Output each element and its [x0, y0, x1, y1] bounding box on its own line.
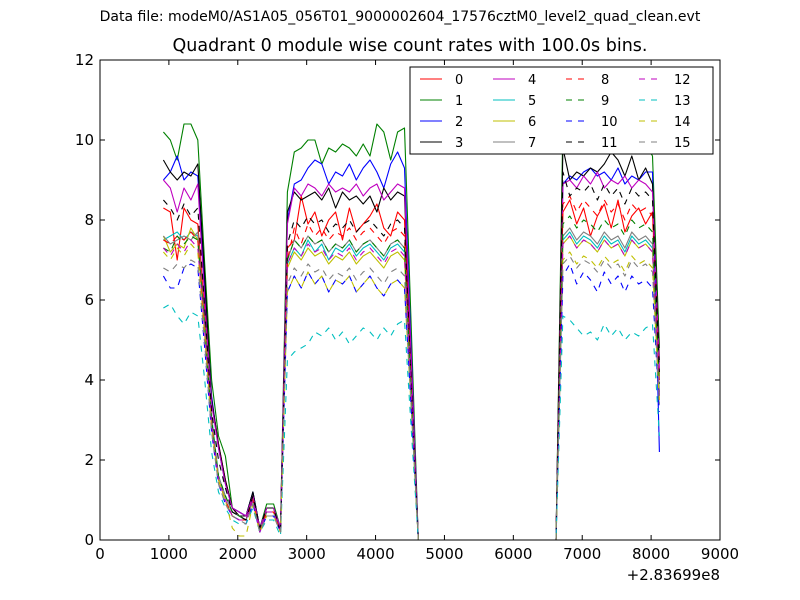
x-tick-label: 5000	[425, 545, 463, 563]
legend-label-8: 8	[601, 73, 609, 88]
y-tick-label: 4	[84, 371, 94, 389]
x-tick-label: 3000	[288, 545, 326, 563]
x-offset-label: +2.83699e8	[627, 566, 720, 584]
legend-label-14: 14	[674, 115, 691, 130]
figure-suptitle: Data file: modeM0/AS1A05_056T01_90000026…	[99, 9, 701, 25]
series-line-15	[163, 255, 660, 540]
y-tick-label: 0	[84, 531, 94, 549]
legend-label-7: 7	[528, 136, 536, 151]
series-line-14	[162, 243, 660, 540]
legend-label-4: 4	[528, 73, 536, 88]
series-line-1	[162, 123, 660, 540]
legend-label-3: 3	[455, 136, 463, 151]
series-line-12	[162, 235, 660, 540]
legend-label-1: 1	[455, 94, 463, 109]
x-tick-label: 4000	[356, 545, 394, 563]
series-line-2	[162, 151, 660, 540]
legend-label-13: 13	[674, 94, 691, 109]
legend-label-2: 2	[455, 115, 463, 130]
chart-title: Quadrant 0 module wise count rates with …	[172, 36, 648, 56]
x-tick-label: 7000	[563, 545, 601, 563]
legend-label-10: 10	[601, 115, 618, 130]
legend-label-6: 6	[528, 115, 536, 130]
x-tick-label: 6000	[494, 545, 532, 563]
legend-label-9: 9	[601, 94, 609, 109]
x-tick-label: 0	[95, 545, 105, 563]
legend-label-5: 5	[528, 94, 536, 109]
y-tick-label: 2	[84, 451, 94, 469]
legend-label-0: 0	[455, 73, 463, 88]
y-tick-label: 10	[75, 131, 94, 149]
y-tick-label: 6	[84, 291, 94, 309]
x-tick-label: 9000	[701, 545, 739, 563]
legend-label-15: 15	[674, 136, 691, 151]
legend-label-12: 12	[674, 73, 691, 88]
axes: 0 1000 2000 3000 4000 5000 6000 7000 8000 9000 0 2 4…	[75, 51, 739, 584]
x-tick-label: 1000	[150, 545, 188, 563]
series-line-9	[163, 215, 660, 540]
series-line-4	[162, 171, 660, 540]
legend-box	[409, 66, 714, 155]
y-tick-label: 12	[75, 51, 94, 69]
legend-label-11: 11	[601, 136, 618, 151]
x-tick-label: 8000	[632, 545, 670, 563]
series-line-11	[162, 171, 660, 540]
x-tick-label: 2000	[219, 545, 257, 563]
y-tick-label: 8	[84, 211, 94, 229]
series-lines	[162, 123, 660, 540]
